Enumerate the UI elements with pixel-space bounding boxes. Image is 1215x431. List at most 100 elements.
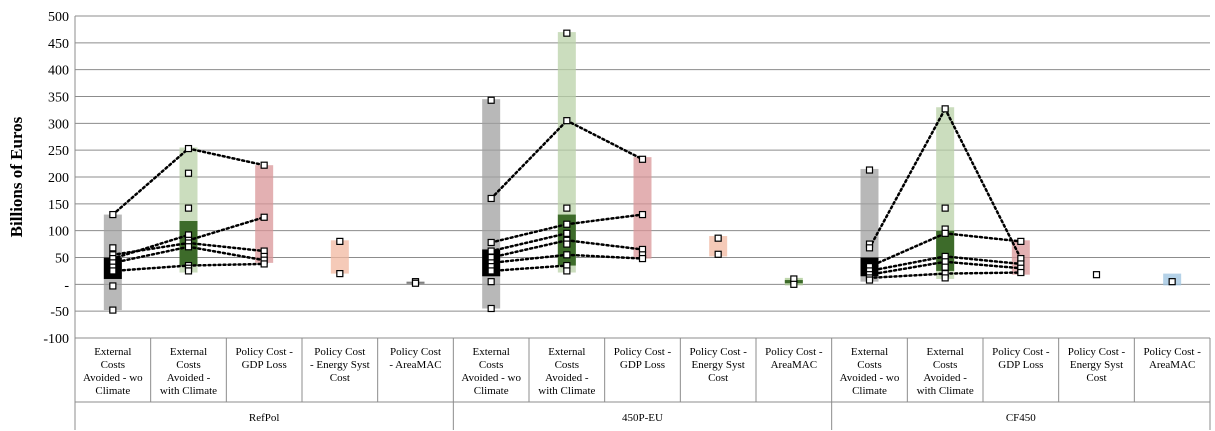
data-point <box>865 244 874 252</box>
connector-line <box>868 255 947 273</box>
category-label: with Climate <box>538 385 595 397</box>
category-label: with Climate <box>160 385 217 397</box>
category-label: Avoided - wo <box>461 372 521 384</box>
category-label: GDP Loss <box>242 359 287 371</box>
category-label: Costs <box>933 359 957 371</box>
connector-line <box>489 253 569 265</box>
connector-line <box>111 264 190 273</box>
category-label: Policy Cost - <box>765 346 823 358</box>
connector-line <box>868 260 947 276</box>
category-label: Policy Cost - <box>689 346 747 358</box>
data-point <box>487 247 495 255</box>
data-point <box>487 304 495 313</box>
category-label: Policy Cost <box>390 346 441 358</box>
category-label: Energy Syst <box>692 359 745 371</box>
category-label: Costs <box>101 359 125 371</box>
data-point <box>865 276 874 284</box>
connector-line <box>111 233 190 260</box>
range-bar <box>557 32 576 273</box>
y-tick-label: 500 <box>48 10 69 25</box>
connector-line <box>565 213 644 226</box>
category-label: Climate <box>95 385 130 397</box>
connector-line <box>565 239 644 251</box>
range-bar <box>330 240 349 274</box>
data-point <box>1092 271 1101 279</box>
data-point <box>487 278 495 286</box>
category-label: External <box>170 346 207 358</box>
y-tick-label: - <box>64 278 69 293</box>
category-label: with Climate <box>917 385 974 397</box>
data-point <box>638 155 647 163</box>
connector-line <box>187 262 266 267</box>
data-point <box>941 204 949 212</box>
data-point <box>638 210 647 219</box>
connector-line <box>489 222 569 244</box>
data-point <box>563 240 571 248</box>
connector-line <box>943 107 1023 260</box>
category-label: Policy Cost <box>314 346 365 358</box>
data-point <box>109 306 117 314</box>
category-label: Policy Cost - <box>1068 346 1126 358</box>
range-bar <box>709 236 728 257</box>
category-label: Policy Cost - <box>235 346 293 358</box>
data-point <box>336 270 344 278</box>
category-label: Costs <box>857 359 881 371</box>
data-point <box>184 169 193 177</box>
data-point <box>184 243 193 251</box>
category-label: Avoided - <box>923 372 967 384</box>
data-point <box>109 282 117 290</box>
y-tick-label: 250 <box>48 144 69 159</box>
category-label: Cost <box>1086 372 1106 384</box>
connector-line <box>489 264 569 273</box>
connector-line <box>868 232 947 268</box>
data-point <box>411 279 420 287</box>
range-bar <box>633 157 652 259</box>
y-tick-label: -100 <box>43 332 69 347</box>
category-label: AreaMAC <box>771 359 817 371</box>
data-point <box>487 238 495 247</box>
data-point <box>487 267 495 275</box>
y-tick-label: 200 <box>48 171 69 186</box>
category-label: Avoided - wo <box>840 372 900 384</box>
data-point <box>714 234 722 242</box>
data-point <box>1017 237 1025 245</box>
connector-line <box>187 147 266 167</box>
connector-line <box>943 232 1023 243</box>
range-bar <box>482 99 501 309</box>
category-label: Policy Cost - <box>992 346 1050 358</box>
category-label: AreaMAC <box>1149 359 1195 371</box>
connector-line <box>111 147 190 216</box>
connector-line <box>489 232 569 253</box>
category-label: - AreaMAC <box>389 359 441 371</box>
connector-line <box>868 107 947 250</box>
connector-line <box>565 119 644 161</box>
category-label: Avoided - <box>167 372 211 384</box>
data-point <box>790 280 798 288</box>
data-point <box>1017 268 1025 277</box>
data-point <box>563 267 571 275</box>
category-label: Costs <box>479 359 503 371</box>
category-label: External <box>473 346 510 358</box>
connector-line <box>943 271 1023 275</box>
category-label: Avoided - wo <box>83 372 143 384</box>
data-point <box>109 210 117 219</box>
connector-line <box>187 216 266 242</box>
data-point <box>336 237 344 245</box>
data-point <box>109 244 117 252</box>
category-label: Policy Cost - <box>1143 346 1201 358</box>
category-label: External <box>94 346 131 358</box>
data-point <box>865 166 874 174</box>
category-label: Policy Cost - <box>614 346 672 358</box>
data-point <box>1168 278 1176 286</box>
data-point <box>563 117 571 125</box>
data-point <box>563 251 571 259</box>
y-tick-label: 100 <box>48 225 69 240</box>
connector-line <box>111 245 190 265</box>
y-tick-label: 400 <box>48 64 69 79</box>
y-tick-label: 150 <box>48 198 69 213</box>
y-tick-label: 50 <box>55 252 69 267</box>
category-label: External <box>927 346 964 358</box>
category-label: Climate <box>852 385 887 397</box>
data-point <box>941 229 949 237</box>
